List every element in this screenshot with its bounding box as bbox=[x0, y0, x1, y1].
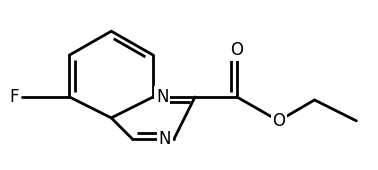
Text: N: N bbox=[156, 88, 169, 106]
Text: N: N bbox=[158, 130, 171, 148]
Text: O: O bbox=[230, 41, 243, 59]
Text: F: F bbox=[9, 88, 19, 106]
Text: O: O bbox=[272, 112, 285, 130]
